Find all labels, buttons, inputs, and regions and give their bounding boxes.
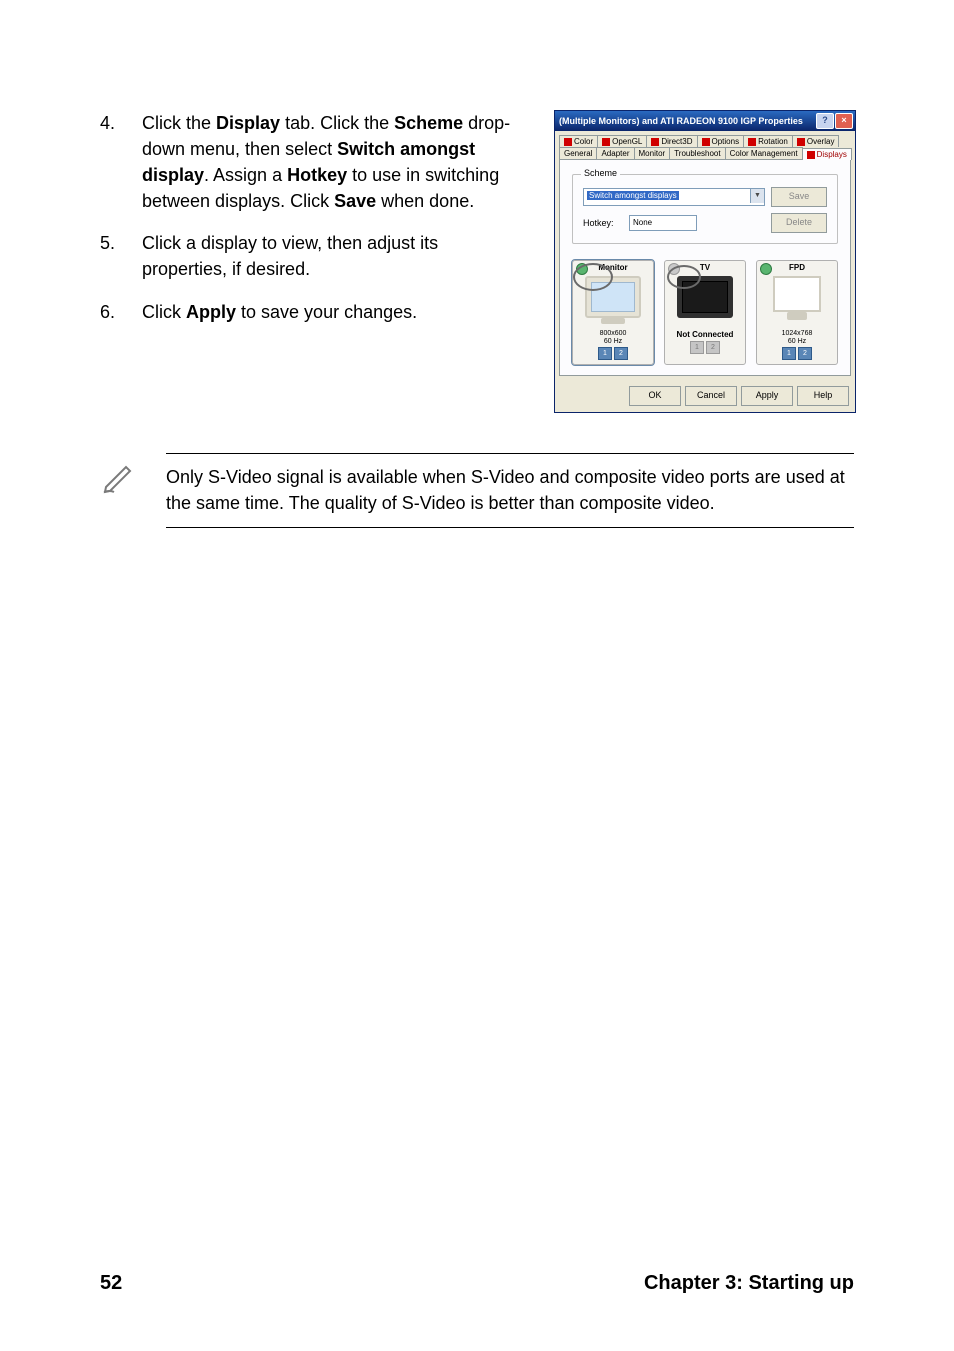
badge-1[interactable]: 1 <box>782 347 796 360</box>
ati-icon <box>797 138 805 146</box>
scheme-legend: Scheme <box>581 168 620 178</box>
instructions-list: 4. Click the Display tab. Click the Sche… <box>100 110 526 413</box>
tab-color-management[interactable]: Color Management <box>725 147 803 159</box>
titlebar: (Multiple Monitors) and ATI RADEON 9100 … <box>555 111 855 131</box>
ati-icon <box>702 138 710 146</box>
tab-row-2: General Adapter Monitor Troubleshoot Col… <box>559 147 851 159</box>
step-number: 4. <box>100 110 142 214</box>
monitor-card-fpd[interactable]: FPD 1024x768 60 Hz 1 2 <box>756 260 838 365</box>
badge-1[interactable]: 1 <box>598 347 612 360</box>
tab-adapter[interactable]: Adapter <box>596 147 634 159</box>
apply-button[interactable]: Apply <box>741 386 793 406</box>
power-icon[interactable] <box>760 263 772 275</box>
ati-icon <box>651 138 659 146</box>
tab-general[interactable]: General <box>559 147 597 159</box>
badge-1: 1 <box>690 341 704 354</box>
tab-monitor[interactable]: Monitor <box>634 147 671 159</box>
tab-direct3d[interactable]: Direct3D <box>646 135 697 147</box>
save-button[interactable]: Save <box>771 187 827 207</box>
page-number: 52 <box>100 1272 122 1295</box>
tab-color[interactable]: Color <box>559 135 598 147</box>
ati-icon <box>748 138 756 146</box>
annotation-circle-icon <box>573 263 613 291</box>
help-button[interactable]: ? <box>816 113 834 129</box>
step-number: 5. <box>100 230 142 282</box>
tab-opengl[interactable]: OpenGL <box>597 135 647 147</box>
scheme-group: Scheme Switch amongst displays ▼ Save Ho… <box>572 174 838 244</box>
badge-2: 2 <box>706 341 720 354</box>
close-button[interactable]: × <box>835 113 853 129</box>
page-footer: 52 Chapter 3: Starting up <box>100 1272 854 1295</box>
document-page: 4. Click the Display tab. Click the Sche… <box>0 0 954 1351</box>
monitor-title: TV <box>700 263 710 272</box>
hotkey-label: Hotkey: <box>583 218 623 228</box>
step-6: 6. Click Apply to save your changes. <box>100 299 526 325</box>
tab-displays[interactable]: Displays <box>802 148 852 160</box>
delete-button[interactable]: Delete <box>771 213 827 233</box>
hotkey-input[interactable]: None <box>629 215 697 231</box>
scheme-dropdown[interactable]: Switch amongst displays ▼ <box>583 188 765 206</box>
tab-overlay[interactable]: Overlay <box>792 135 840 147</box>
monitor-resolution: 1024x768 60 Hz <box>757 330 837 345</box>
scheme-selected: Switch amongst displays <box>587 191 679 200</box>
note-text: Only S-Video signal is available when S-… <box>166 453 854 527</box>
ati-icon <box>602 138 610 146</box>
help-button[interactable]: Help <box>797 386 849 406</box>
chapter-title: Chapter 3: Starting up <box>644 1272 854 1295</box>
step-number: 6. <box>100 299 142 325</box>
chevron-down-icon: ▼ <box>750 189 764 203</box>
step-body: Click Apply to save your changes. <box>142 299 526 325</box>
window-title: (Multiple Monitors) and ATI RADEON 9100 … <box>559 116 816 126</box>
step-4: 4. Click the Display tab. Click the Sche… <box>100 110 526 214</box>
tabs: Color OpenGL Direct3D Options Rotation O… <box>555 131 855 159</box>
content-row: 4. Click the Display tab. Click the Sche… <box>100 110 854 413</box>
pencil-note-icon <box>100 453 142 500</box>
ati-icon <box>564 138 572 146</box>
monitor-badges: 1 2 <box>573 347 653 360</box>
ati-icon <box>807 151 815 159</box>
monitor-badges: 1 2 <box>757 347 837 360</box>
monitor-resolution: 800x600 60 Hz <box>573 330 653 345</box>
note: Only S-Video signal is available when S-… <box>100 453 854 527</box>
screenshot-dialog: (Multiple Monitors) and ATI RADEON 9100 … <box>554 110 854 413</box>
dialog-buttons: OK Cancel Apply Help <box>555 380 855 412</box>
monitor-badges: 1 2 <box>665 341 745 354</box>
lcd-icon <box>773 276 821 312</box>
tab-row-1: Color OpenGL Direct3D Options Rotation O… <box>559 135 851 147</box>
annotation-circle-icon <box>667 265 701 289</box>
step-body: Click the Display tab. Click the Scheme … <box>142 110 526 214</box>
monitor-title: FPD <box>789 263 805 272</box>
badge-2[interactable]: 2 <box>614 347 628 360</box>
tab-options[interactable]: Options <box>697 135 745 147</box>
badge-2[interactable]: 2 <box>798 347 812 360</box>
cancel-button[interactable]: Cancel <box>685 386 737 406</box>
tab-troubleshoot[interactable]: Troubleshoot <box>669 147 725 159</box>
hotkey-row: Hotkey: None Delete <box>583 213 827 233</box>
tab-rotation[interactable]: Rotation <box>743 135 793 147</box>
window-controls: ? × <box>816 113 853 129</box>
scheme-row: Switch amongst displays ▼ Save <box>583 187 827 207</box>
step-body: Click a display to view, then adjust its… <box>142 230 526 282</box>
ok-button[interactable]: OK <box>629 386 681 406</box>
not-connected-label: Not Connected <box>665 330 745 339</box>
properties-dialog: (Multiple Monitors) and ATI RADEON 9100 … <box>554 110 856 413</box>
step-5: 5. Click a display to view, then adjust … <box>100 230 526 282</box>
